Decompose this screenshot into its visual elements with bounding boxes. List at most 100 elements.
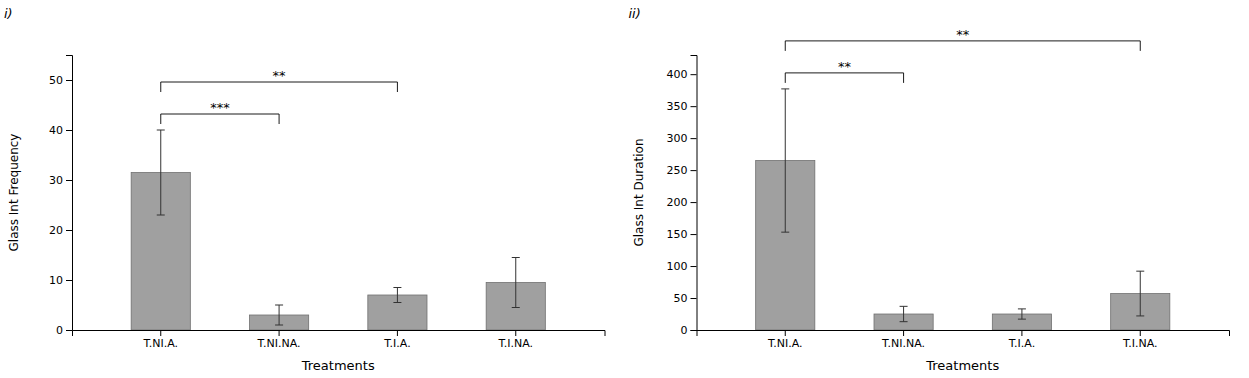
x-tick-label: T.NI.NA.	[881, 337, 925, 350]
x-tick-mark	[397, 330, 398, 336]
y-tick-mark	[66, 280, 72, 281]
y-axis-line	[66, 56, 73, 331]
error-bar	[1136, 271, 1144, 316]
error-bar-line	[1018, 309, 1026, 319]
error-bar	[900, 306, 908, 321]
y-tick-mark	[691, 202, 697, 203]
y-tick: 150	[667, 228, 697, 241]
x-tick: T.I.A.	[1008, 330, 1035, 350]
subplot-label: i)	[4, 6, 13, 21]
y-axis: 0 10 20 30 40 50	[49, 56, 73, 338]
panel: T.NI.A. T.NI.NA. T.I.A. T.I.NA. 0 10 20 30 40 50 T…	[4, 6, 605, 373]
y-tick-label: 50	[49, 74, 63, 87]
y-tick-label: 40	[49, 124, 63, 137]
y-tick-label: 150	[667, 228, 688, 241]
figure: T.NI.A.T.NI.NA.T.I.A.T.I.NA.01020304050T…	[0, 0, 1249, 378]
y-tick-label: 250	[667, 164, 688, 177]
y-tick: 100	[667, 260, 697, 273]
significance-bracket	[161, 82, 398, 92]
y-tick: 200	[667, 196, 697, 209]
y-tick-mark	[66, 130, 72, 131]
y-tick: 10	[49, 274, 72, 287]
y-tick-label: 400	[667, 68, 688, 81]
y-tick-mark	[691, 298, 697, 299]
x-tick-label: T.I.NA.	[1122, 337, 1158, 350]
x-tick-mark	[785, 330, 786, 336]
x-tick: T.NI.NA.	[881, 330, 925, 350]
y-tick: 0	[681, 324, 697, 337]
significance-label: **	[956, 27, 970, 42]
x-tick-mark	[515, 330, 516, 336]
y-axis: 0 50 100 150 200 250 300 350 400	[667, 56, 698, 338]
y-tick-label: 350	[667, 100, 688, 113]
x-tick: T.NI.A.	[767, 330, 803, 350]
y-tick: 400	[667, 68, 697, 81]
x-tick-mark	[279, 330, 280, 336]
significance-bracket	[785, 41, 1140, 51]
y-tick-label: 10	[49, 274, 63, 287]
error-bar	[157, 130, 165, 215]
error-bar-line	[275, 305, 283, 325]
significance-label: **	[273, 68, 287, 83]
y-tick-mark	[66, 180, 72, 181]
error-bar	[393, 288, 401, 303]
y-tick: 50	[49, 74, 72, 87]
x-axis: T.NI.A. T.NI.NA. T.I.A. T.I.NA.	[73, 330, 606, 350]
y-tick-mark	[66, 80, 72, 81]
x-tick-mark	[1140, 330, 1141, 336]
y-tick-mark	[66, 330, 72, 331]
x-tick-label: T.I.NA.	[497, 337, 533, 350]
x-tick-label: T.NI.A.	[767, 337, 803, 350]
y-tick-mark	[691, 266, 697, 267]
significance-bracket	[161, 114, 279, 124]
y-tick-label: 0	[681, 324, 688, 337]
error-bar	[512, 258, 520, 308]
x-tick-mark	[1021, 330, 1022, 336]
y-tick: 0	[56, 324, 72, 337]
y-axis-title: Glass Int Frequency	[7, 134, 21, 252]
y-axis-line	[691, 56, 698, 331]
y-tick-label: 100	[667, 260, 688, 273]
x-tick: T.I.A.	[383, 330, 410, 350]
y-tick: 300	[667, 132, 697, 145]
y-tick-mark	[691, 106, 697, 107]
error-bar-line	[900, 306, 908, 321]
y-tick-label: 300	[667, 132, 688, 145]
y-tick: 250	[667, 164, 697, 177]
x-axis-line	[73, 331, 606, 337]
y-tick-mark	[691, 234, 697, 235]
y-tick: 20	[49, 224, 72, 237]
error-bar-line	[157, 130, 165, 215]
x-tick-label: T.NI.NA.	[257, 337, 301, 350]
error-bar	[275, 305, 283, 325]
plot-area	[131, 130, 545, 330]
y-tick-label: 50	[674, 292, 688, 305]
error-bar-line	[781, 89, 789, 232]
x-tick-label: T.NI.A.	[142, 337, 178, 350]
plot-area	[756, 89, 1170, 330]
x-tick-mark	[903, 330, 904, 336]
x-tick-mark	[160, 330, 161, 336]
y-tick-mark	[691, 330, 697, 331]
panel: T.NI.A. T.NI.NA. T.I.A. T.I.NA. 0 50 100 150 200…	[629, 6, 1230, 373]
subplot-label: ii)	[629, 6, 641, 21]
error-bar-line	[512, 258, 520, 308]
y-tick-mark	[66, 230, 72, 231]
y-tick-mark	[691, 74, 697, 75]
x-tick: T.I.NA.	[1122, 330, 1158, 350]
x-axis: T.NI.A. T.NI.NA. T.I.A. T.I.NA.	[697, 330, 1230, 350]
y-tick: 50	[674, 292, 697, 305]
y-tick-label: 30	[49, 174, 63, 187]
error-bar-line	[393, 288, 401, 303]
x-axis-line	[697, 331, 1230, 337]
y-tick: 40	[49, 124, 72, 137]
significance-label: ***	[210, 100, 230, 115]
y-tick-mark	[691, 138, 697, 139]
significance-label: **	[838, 59, 852, 74]
y-axis-title: Glass Int Duration	[632, 138, 646, 246]
x-tick-label: T.I.A.	[1008, 337, 1035, 350]
x-tick: T.I.NA.	[497, 330, 533, 350]
x-tick-label: T.I.A.	[383, 337, 410, 350]
x-tick: T.NI.NA.	[257, 330, 301, 350]
y-tick-mark	[691, 170, 697, 171]
